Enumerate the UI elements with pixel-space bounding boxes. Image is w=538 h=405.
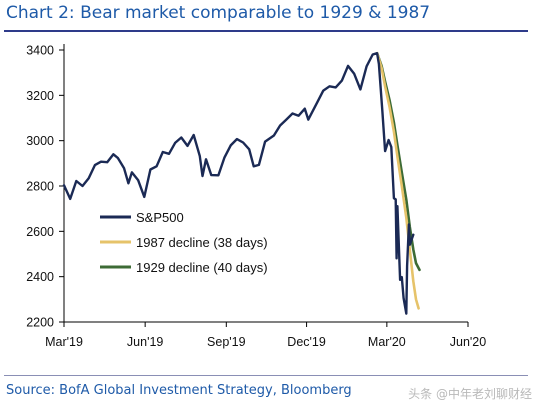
source-divider — [4, 375, 528, 376]
legend-label: 1929 decline (40 days) — [136, 260, 268, 275]
chart-series-lines — [62, 51, 421, 315]
y-tick-label: 3200 — [26, 89, 54, 103]
x-tick-label: Sep'19 — [207, 335, 246, 349]
source-note: Source: BofA Global Investment Strategy,… — [6, 383, 352, 398]
x-tick-label: Jun'20 — [450, 335, 486, 349]
y-tick-label: 3000 — [26, 134, 54, 148]
series-sp500-line — [62, 52, 415, 315]
y-tick-label: 2400 — [26, 270, 54, 284]
legend-label: 1987 decline (38 days) — [136, 235, 268, 250]
title-divider — [4, 30, 528, 32]
y-tick-label: 3400 — [26, 44, 54, 58]
watermark-text: 头条 @中年老刘聊财经 — [408, 387, 532, 401]
x-tick-label: Mar'19 — [45, 335, 83, 349]
y-tick-label: 2800 — [26, 180, 54, 194]
x-tick-label: Dec'19 — [287, 335, 326, 349]
legend-label: S&P500 — [136, 210, 184, 225]
chart-axes: 2200 2400 2600 2800 3000 3200 3400 Mar'19 Jun'19… — [26, 44, 486, 350]
y-tick-label: 2600 — [26, 225, 54, 239]
x-tick-label: Jun'19 — [127, 335, 163, 349]
chart-title: Chart 2: Bear market comparable to 1929 … — [6, 3, 431, 23]
series-1987-line — [375, 51, 420, 310]
y-tick-label: 2200 — [26, 316, 54, 330]
chart-legend: S&P500 1987 decline (38 days) 1929 decline… — [100, 210, 268, 275]
x-tick-label: Mar'20 — [368, 335, 406, 349]
